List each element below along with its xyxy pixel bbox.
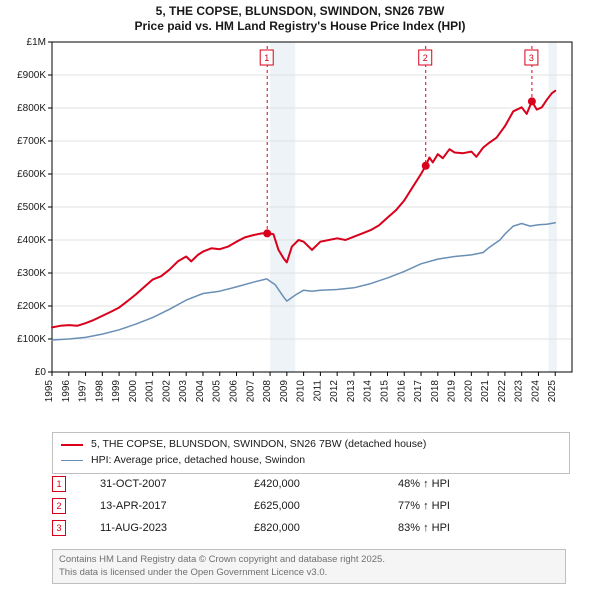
- svg-text:2011: 2011: [312, 380, 323, 402]
- svg-text:2010: 2010: [296, 380, 307, 403]
- sale-event-row: 1 31-OCT-2007 £420,000 48% ↑ HPI: [52, 476, 552, 492]
- svg-text:2002: 2002: [161, 380, 172, 403]
- legend-swatch: [61, 444, 83, 446]
- page-title: 5, THE COPSE, BLUNSDON, SWINDON, SN26 7B…: [0, 0, 600, 34]
- svg-text:2015: 2015: [379, 380, 390, 403]
- svg-text:2021: 2021: [480, 380, 491, 403]
- sale-event-price: £820,000: [254, 522, 364, 534]
- svg-text:1996: 1996: [61, 380, 72, 403]
- svg-text:2020: 2020: [463, 380, 474, 403]
- svg-text:2004: 2004: [195, 380, 206, 403]
- title-line-1: 5, THE COPSE, BLUNSDON, SWINDON, SN26 7B…: [0, 4, 600, 19]
- svg-text:2012: 2012: [329, 380, 340, 403]
- legend-item: HPI: Average price, detached house, Swin…: [61, 453, 561, 469]
- sale-event-date: 13-APR-2017: [100, 500, 220, 512]
- price-chart: £0 £100K £200K £300K £400K £500K £600K £700K £80…: [0, 36, 600, 426]
- svg-text:1998: 1998: [94, 380, 105, 403]
- svg-text:2025: 2025: [547, 380, 558, 403]
- svg-text:£600K: £600K: [17, 169, 46, 180]
- svg-text:2019: 2019: [447, 380, 458, 403]
- legend-label: 5, THE COPSE, BLUNSDON, SWINDON, SN26 7B…: [91, 437, 426, 453]
- title-line-2: Price paid vs. HM Land Registry's House …: [0, 19, 600, 34]
- sale-event-marker: 1: [52, 476, 66, 492]
- sale-event-marker: 2: [52, 498, 66, 514]
- svg-text:2000: 2000: [128, 380, 139, 403]
- svg-text:2016: 2016: [396, 380, 407, 403]
- svg-text:£300K: £300K: [17, 268, 46, 279]
- svg-text:2001: 2001: [145, 380, 156, 403]
- svg-text:2017: 2017: [413, 380, 424, 403]
- sale-event-date: 11-AUG-2023: [100, 522, 220, 534]
- svg-text:2023: 2023: [514, 380, 525, 403]
- sale-event-pct: 48% ↑ HPI: [398, 478, 508, 490]
- svg-text:2018: 2018: [430, 380, 441, 403]
- sale-event-marker: 3: [52, 520, 66, 536]
- svg-text:£1M: £1M: [27, 37, 46, 48]
- svg-text:2014: 2014: [363, 380, 374, 403]
- svg-text:£700K: £700K: [17, 136, 46, 147]
- svg-text:2009: 2009: [279, 380, 290, 403]
- legend-item: 5, THE COPSE, BLUNSDON, SWINDON, SN26 7B…: [61, 437, 561, 453]
- svg-text:2006: 2006: [229, 380, 240, 403]
- svg-text:2024: 2024: [530, 380, 541, 403]
- svg-text:1: 1: [264, 53, 269, 63]
- legend: 5, THE COPSE, BLUNSDON, SWINDON, SN26 7B…: [52, 432, 570, 474]
- footer-line-1: Contains HM Land Registry data © Crown c…: [59, 554, 559, 566]
- svg-text:2013: 2013: [346, 380, 357, 403]
- sale-event-pct: 83% ↑ HPI: [398, 522, 508, 534]
- svg-text:2008: 2008: [262, 380, 273, 403]
- svg-text:1995: 1995: [44, 380, 55, 403]
- svg-text:2003: 2003: [178, 380, 189, 403]
- footer-line-2: This data is licensed under the Open Gov…: [59, 567, 559, 579]
- svg-text:1999: 1999: [111, 380, 122, 403]
- legend-label: HPI: Average price, detached house, Swin…: [91, 453, 305, 469]
- footer-attribution: Contains HM Land Registry data © Crown c…: [52, 549, 566, 584]
- sales-events: 1 31-OCT-2007 £420,000 48% ↑ HPI 2 13-APR-201…: [52, 476, 552, 542]
- sale-event-date: 31-OCT-2007: [100, 478, 220, 490]
- svg-text:2007: 2007: [245, 380, 256, 403]
- svg-text:2: 2: [423, 53, 428, 63]
- sale-event-row: 3 11-AUG-2023 £820,000 83% ↑ HPI: [52, 520, 552, 536]
- svg-text:£100K: £100K: [17, 334, 46, 345]
- sale-event-price: £420,000: [254, 478, 364, 490]
- sale-event-pct: 77% ↑ HPI: [398, 500, 508, 512]
- sale-event-price: £625,000: [254, 500, 364, 512]
- svg-text:£0: £0: [35, 367, 47, 378]
- svg-text:£900K: £900K: [17, 70, 46, 81]
- sale-event-row: 2 13-APR-2017 £625,000 77% ↑ HPI: [52, 498, 552, 514]
- legend-swatch: [61, 460, 83, 461]
- svg-text:2022: 2022: [497, 380, 508, 403]
- svg-text:£500K: £500K: [17, 202, 46, 213]
- svg-text:£400K: £400K: [17, 235, 46, 246]
- svg-text:3: 3: [529, 53, 534, 63]
- chart-svg: £0 £100K £200K £300K £400K £500K £600K £700K £80…: [0, 36, 600, 426]
- svg-text:1997: 1997: [78, 380, 89, 403]
- svg-text:£200K: £200K: [17, 301, 46, 312]
- svg-text:£800K: £800K: [17, 103, 46, 114]
- svg-text:2005: 2005: [212, 380, 223, 403]
